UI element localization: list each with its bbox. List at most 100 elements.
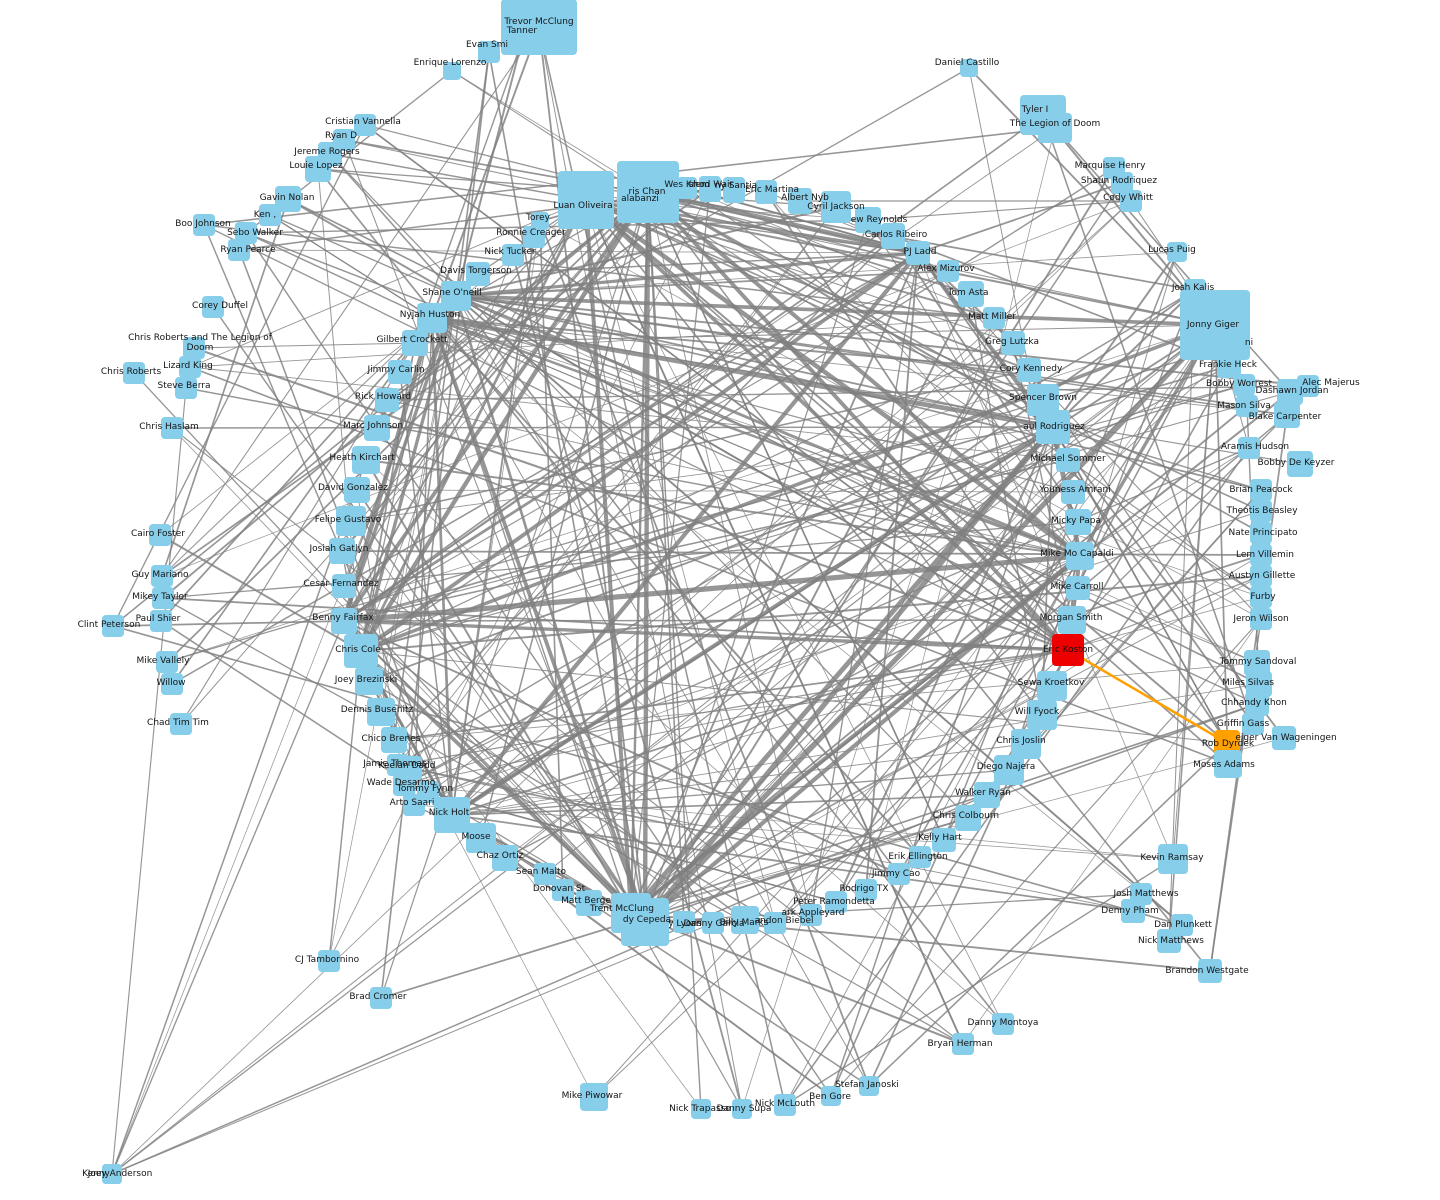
graph-node[interactable] xyxy=(1250,586,1272,608)
graph-node[interactable] xyxy=(1230,333,1250,353)
graph-node[interactable] xyxy=(821,191,851,223)
graph-node[interactable] xyxy=(580,1083,608,1111)
graph-node[interactable] xyxy=(788,188,812,214)
graph-node[interactable] xyxy=(1250,608,1272,630)
graph-node[interactable] xyxy=(994,755,1024,785)
graph-node[interactable] xyxy=(509,29,535,53)
graph-node[interactable] xyxy=(855,207,881,233)
graph-node[interactable] xyxy=(170,713,192,735)
graph-node[interactable] xyxy=(576,890,602,916)
graph-node[interactable] xyxy=(183,337,205,359)
graph-node[interactable] xyxy=(1066,576,1090,600)
graph-node[interactable] xyxy=(1001,331,1025,355)
graph-node[interactable] xyxy=(123,362,145,384)
graph-node[interactable] xyxy=(523,226,545,248)
graph-node[interactable] xyxy=(1250,544,1272,566)
graph-node[interactable] xyxy=(558,171,614,229)
graph-node[interactable] xyxy=(1250,565,1272,587)
graph-node[interactable] xyxy=(275,186,301,212)
graph-node[interactable] xyxy=(354,114,376,136)
graph-node[interactable] xyxy=(228,239,250,261)
graph-node[interactable] xyxy=(623,171,667,215)
graph-node[interactable] xyxy=(388,360,412,384)
graph-node[interactable] xyxy=(1238,437,1260,459)
graph-node[interactable] xyxy=(336,506,366,536)
graph-node[interactable] xyxy=(1058,606,1086,634)
graph-node[interactable] xyxy=(156,651,178,673)
graph-node[interactable] xyxy=(699,176,721,202)
graph-node[interactable] xyxy=(1011,729,1041,759)
graph-node[interactable] xyxy=(881,223,905,249)
graph-node[interactable] xyxy=(1287,451,1313,477)
graph-node[interactable] xyxy=(531,212,549,230)
graph-node[interactable] xyxy=(960,59,978,77)
graph-node[interactable] xyxy=(952,1033,974,1055)
graph-node[interactable] xyxy=(800,904,822,926)
graph-node[interactable] xyxy=(732,1099,752,1119)
graph-node[interactable] xyxy=(387,754,409,776)
graph-node[interactable] xyxy=(1167,242,1187,262)
graph-node[interactable] xyxy=(859,1076,879,1096)
graph-node[interactable] xyxy=(443,62,461,80)
graph-node[interactable] xyxy=(355,667,383,695)
graph-node[interactable] xyxy=(352,446,380,474)
graph-node[interactable] xyxy=(381,727,407,753)
graph-node[interactable] xyxy=(179,356,201,378)
graph-node[interactable] xyxy=(1272,726,1296,750)
graph-node[interactable] xyxy=(909,846,931,868)
graph-node[interactable] xyxy=(193,214,215,236)
graph-node[interactable] xyxy=(305,156,331,182)
graph-node[interactable] xyxy=(478,41,500,63)
graph-node[interactable] xyxy=(1027,700,1057,730)
graph-node[interactable] xyxy=(691,1099,711,1119)
graph-node[interactable] xyxy=(367,698,395,726)
graph-node[interactable] xyxy=(621,898,669,946)
graph-node[interactable] xyxy=(402,330,428,356)
graph-node[interactable] xyxy=(1274,402,1300,428)
graph-node[interactable] xyxy=(331,608,357,634)
graph-node[interactable] xyxy=(958,281,984,307)
graph-node[interactable] xyxy=(1250,522,1272,544)
graph-node[interactable] xyxy=(375,388,399,412)
graph-node[interactable] xyxy=(434,797,470,833)
graph-node[interactable] xyxy=(534,863,556,885)
graph-node[interactable] xyxy=(502,244,524,266)
graph-node[interactable] xyxy=(1250,479,1272,501)
graph-node[interactable] xyxy=(774,1094,796,1116)
graph-node[interactable] xyxy=(731,906,759,934)
graph-node[interactable] xyxy=(1214,750,1242,778)
graph-node[interactable] xyxy=(677,177,697,199)
graph-node[interactable] xyxy=(151,565,173,587)
graph-node[interactable] xyxy=(417,303,447,333)
graph-node[interactable] xyxy=(1242,713,1264,735)
graph-node[interactable] xyxy=(1065,509,1091,535)
graph-node[interactable] xyxy=(937,260,959,282)
graph-node[interactable] xyxy=(1277,379,1303,405)
graph-node[interactable] xyxy=(955,805,981,831)
graph-node[interactable] xyxy=(1250,500,1272,522)
graph-node[interactable] xyxy=(764,912,786,934)
graph-node[interactable] xyxy=(161,673,183,695)
graph-node[interactable] xyxy=(992,1013,1014,1035)
graph-node[interactable] xyxy=(1121,899,1145,923)
graph-node[interactable] xyxy=(855,879,877,901)
graph-node[interactable] xyxy=(329,538,355,564)
graph-node[interactable] xyxy=(1233,374,1255,396)
graph-node[interactable] xyxy=(492,845,518,871)
graph-node[interactable] xyxy=(702,912,724,934)
graph-node[interactable] xyxy=(1157,929,1181,953)
graph-node[interactable] xyxy=(1198,959,1222,983)
graph-node[interactable] xyxy=(161,417,183,439)
graph-node[interactable] xyxy=(403,794,425,816)
graph-node[interactable] xyxy=(1158,844,1188,874)
graph-node[interactable] xyxy=(152,587,174,609)
graph-node[interactable] xyxy=(673,911,695,933)
graph-node[interactable] xyxy=(825,891,847,913)
graph-node[interactable] xyxy=(723,177,745,203)
graph-node[interactable] xyxy=(1061,480,1085,504)
graph-node[interactable] xyxy=(932,828,956,852)
graph-node[interactable] xyxy=(318,950,340,972)
graph-node[interactable] xyxy=(466,823,496,853)
graph-node[interactable] xyxy=(1245,692,1269,716)
